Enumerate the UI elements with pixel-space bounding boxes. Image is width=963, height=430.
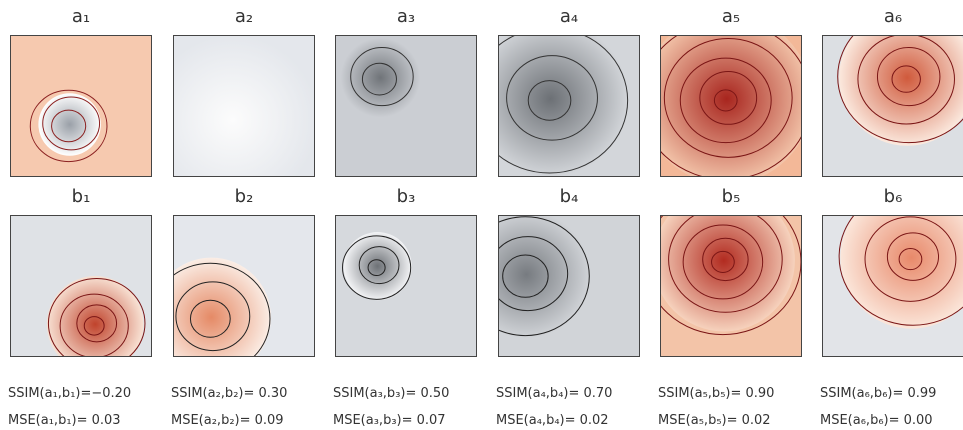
image-panel xyxy=(10,35,152,177)
contour xyxy=(175,281,251,352)
contour xyxy=(682,224,764,300)
panel-frame xyxy=(822,215,963,357)
panel-frame xyxy=(660,35,802,177)
image-panel xyxy=(10,215,152,357)
image-panel xyxy=(660,215,802,357)
panel-label: b₁ xyxy=(72,186,91,207)
panel-frame xyxy=(173,215,315,357)
image-panel xyxy=(498,35,640,177)
image-panel xyxy=(173,35,315,177)
panel-label: b₆ xyxy=(884,186,903,207)
contour xyxy=(342,235,412,300)
mse-text: MSE(a₂,b₂)= 0.09 xyxy=(171,413,284,428)
contour xyxy=(886,232,940,281)
panel-frame xyxy=(335,35,477,177)
panel-label: a₄ xyxy=(560,6,578,27)
ssim-text: SSIM(a₅,b₅)= 0.90 xyxy=(658,386,774,401)
panel-frame xyxy=(498,215,640,357)
intensity-blob xyxy=(498,35,629,177)
contour xyxy=(76,304,118,343)
panel-frame xyxy=(10,215,152,357)
panel-frame xyxy=(335,215,477,357)
panel-frame xyxy=(498,35,640,177)
panel-label: b₂ xyxy=(235,186,254,207)
panel-label: a₆ xyxy=(884,6,902,27)
ssim-text: SSIM(a₁,b₁)=−0.20 xyxy=(8,386,131,401)
ssim-text: SSIM(a₆,b₆)= 0.99 xyxy=(820,386,936,401)
image-panel xyxy=(335,215,477,357)
image-panel xyxy=(822,35,963,177)
panel-label: b₄ xyxy=(560,186,579,207)
contour xyxy=(189,299,231,338)
contour xyxy=(838,215,963,326)
panel-frame xyxy=(173,35,315,177)
contour xyxy=(47,277,146,357)
contour xyxy=(663,37,793,158)
contour xyxy=(367,259,386,277)
contour xyxy=(358,246,400,285)
contour xyxy=(679,57,772,144)
panel-label: b₅ xyxy=(722,186,741,207)
contour xyxy=(711,250,735,274)
contour xyxy=(857,35,955,125)
contour xyxy=(527,80,572,121)
intensity-blob xyxy=(38,93,101,156)
contour xyxy=(59,293,129,357)
intensity-blob xyxy=(660,35,802,177)
contour xyxy=(83,316,105,336)
image-panel xyxy=(822,215,963,357)
mse-text: MSE(a₃,b₃)= 0.07 xyxy=(333,413,446,428)
contour xyxy=(898,248,923,271)
image-panel xyxy=(173,215,315,357)
panel-label: a₂ xyxy=(235,6,253,27)
contour xyxy=(29,89,108,163)
contour xyxy=(891,65,921,93)
panel-frame xyxy=(822,35,963,177)
mse-text: MSE(a₄,b₄)= 0.02 xyxy=(496,413,609,428)
panel-label: a₃ xyxy=(397,6,415,27)
panel-label: b₃ xyxy=(397,186,416,207)
panel-label: a₅ xyxy=(722,6,740,27)
contour xyxy=(498,35,629,174)
contour xyxy=(702,237,749,282)
panel-label: a₁ xyxy=(72,6,90,27)
image-panel xyxy=(335,35,477,177)
intensity-blob xyxy=(173,35,315,177)
intensity-blob xyxy=(840,215,963,329)
intensity-blob xyxy=(839,35,963,146)
intensity-blob xyxy=(498,215,591,339)
panel-frame xyxy=(10,35,152,177)
contour xyxy=(837,35,963,144)
image-panel xyxy=(498,215,640,357)
intensity-blob xyxy=(660,215,795,332)
contour xyxy=(350,47,414,107)
contour xyxy=(668,215,783,313)
contour xyxy=(498,216,590,337)
ssim-text: SSIM(a₃,b₃)= 0.50 xyxy=(333,386,449,401)
intensity-blob xyxy=(343,232,412,301)
contour xyxy=(506,55,598,141)
image-panel xyxy=(660,35,802,177)
contour xyxy=(699,70,758,125)
ssim-text: SSIM(a₂,b₂)= 0.30 xyxy=(171,386,287,401)
ssim-text: SSIM(a₄,b₄)= 0.70 xyxy=(496,386,612,401)
contour xyxy=(864,216,957,302)
contour xyxy=(173,262,271,357)
mse-text: MSE(a₅,b₅)= 0.02 xyxy=(658,413,771,428)
intensity-blob xyxy=(173,257,271,357)
contour xyxy=(42,96,101,151)
mse-text: MSE(a₁,b₁)= 0.03 xyxy=(8,413,121,428)
contour xyxy=(498,236,569,312)
contour xyxy=(361,62,397,96)
contour xyxy=(876,47,941,107)
contour xyxy=(502,254,549,298)
panel-frame xyxy=(660,215,802,357)
mse-text: MSE(a₆,b₆)= 0.00 xyxy=(820,413,933,428)
contour xyxy=(713,89,738,112)
contour xyxy=(51,109,87,143)
